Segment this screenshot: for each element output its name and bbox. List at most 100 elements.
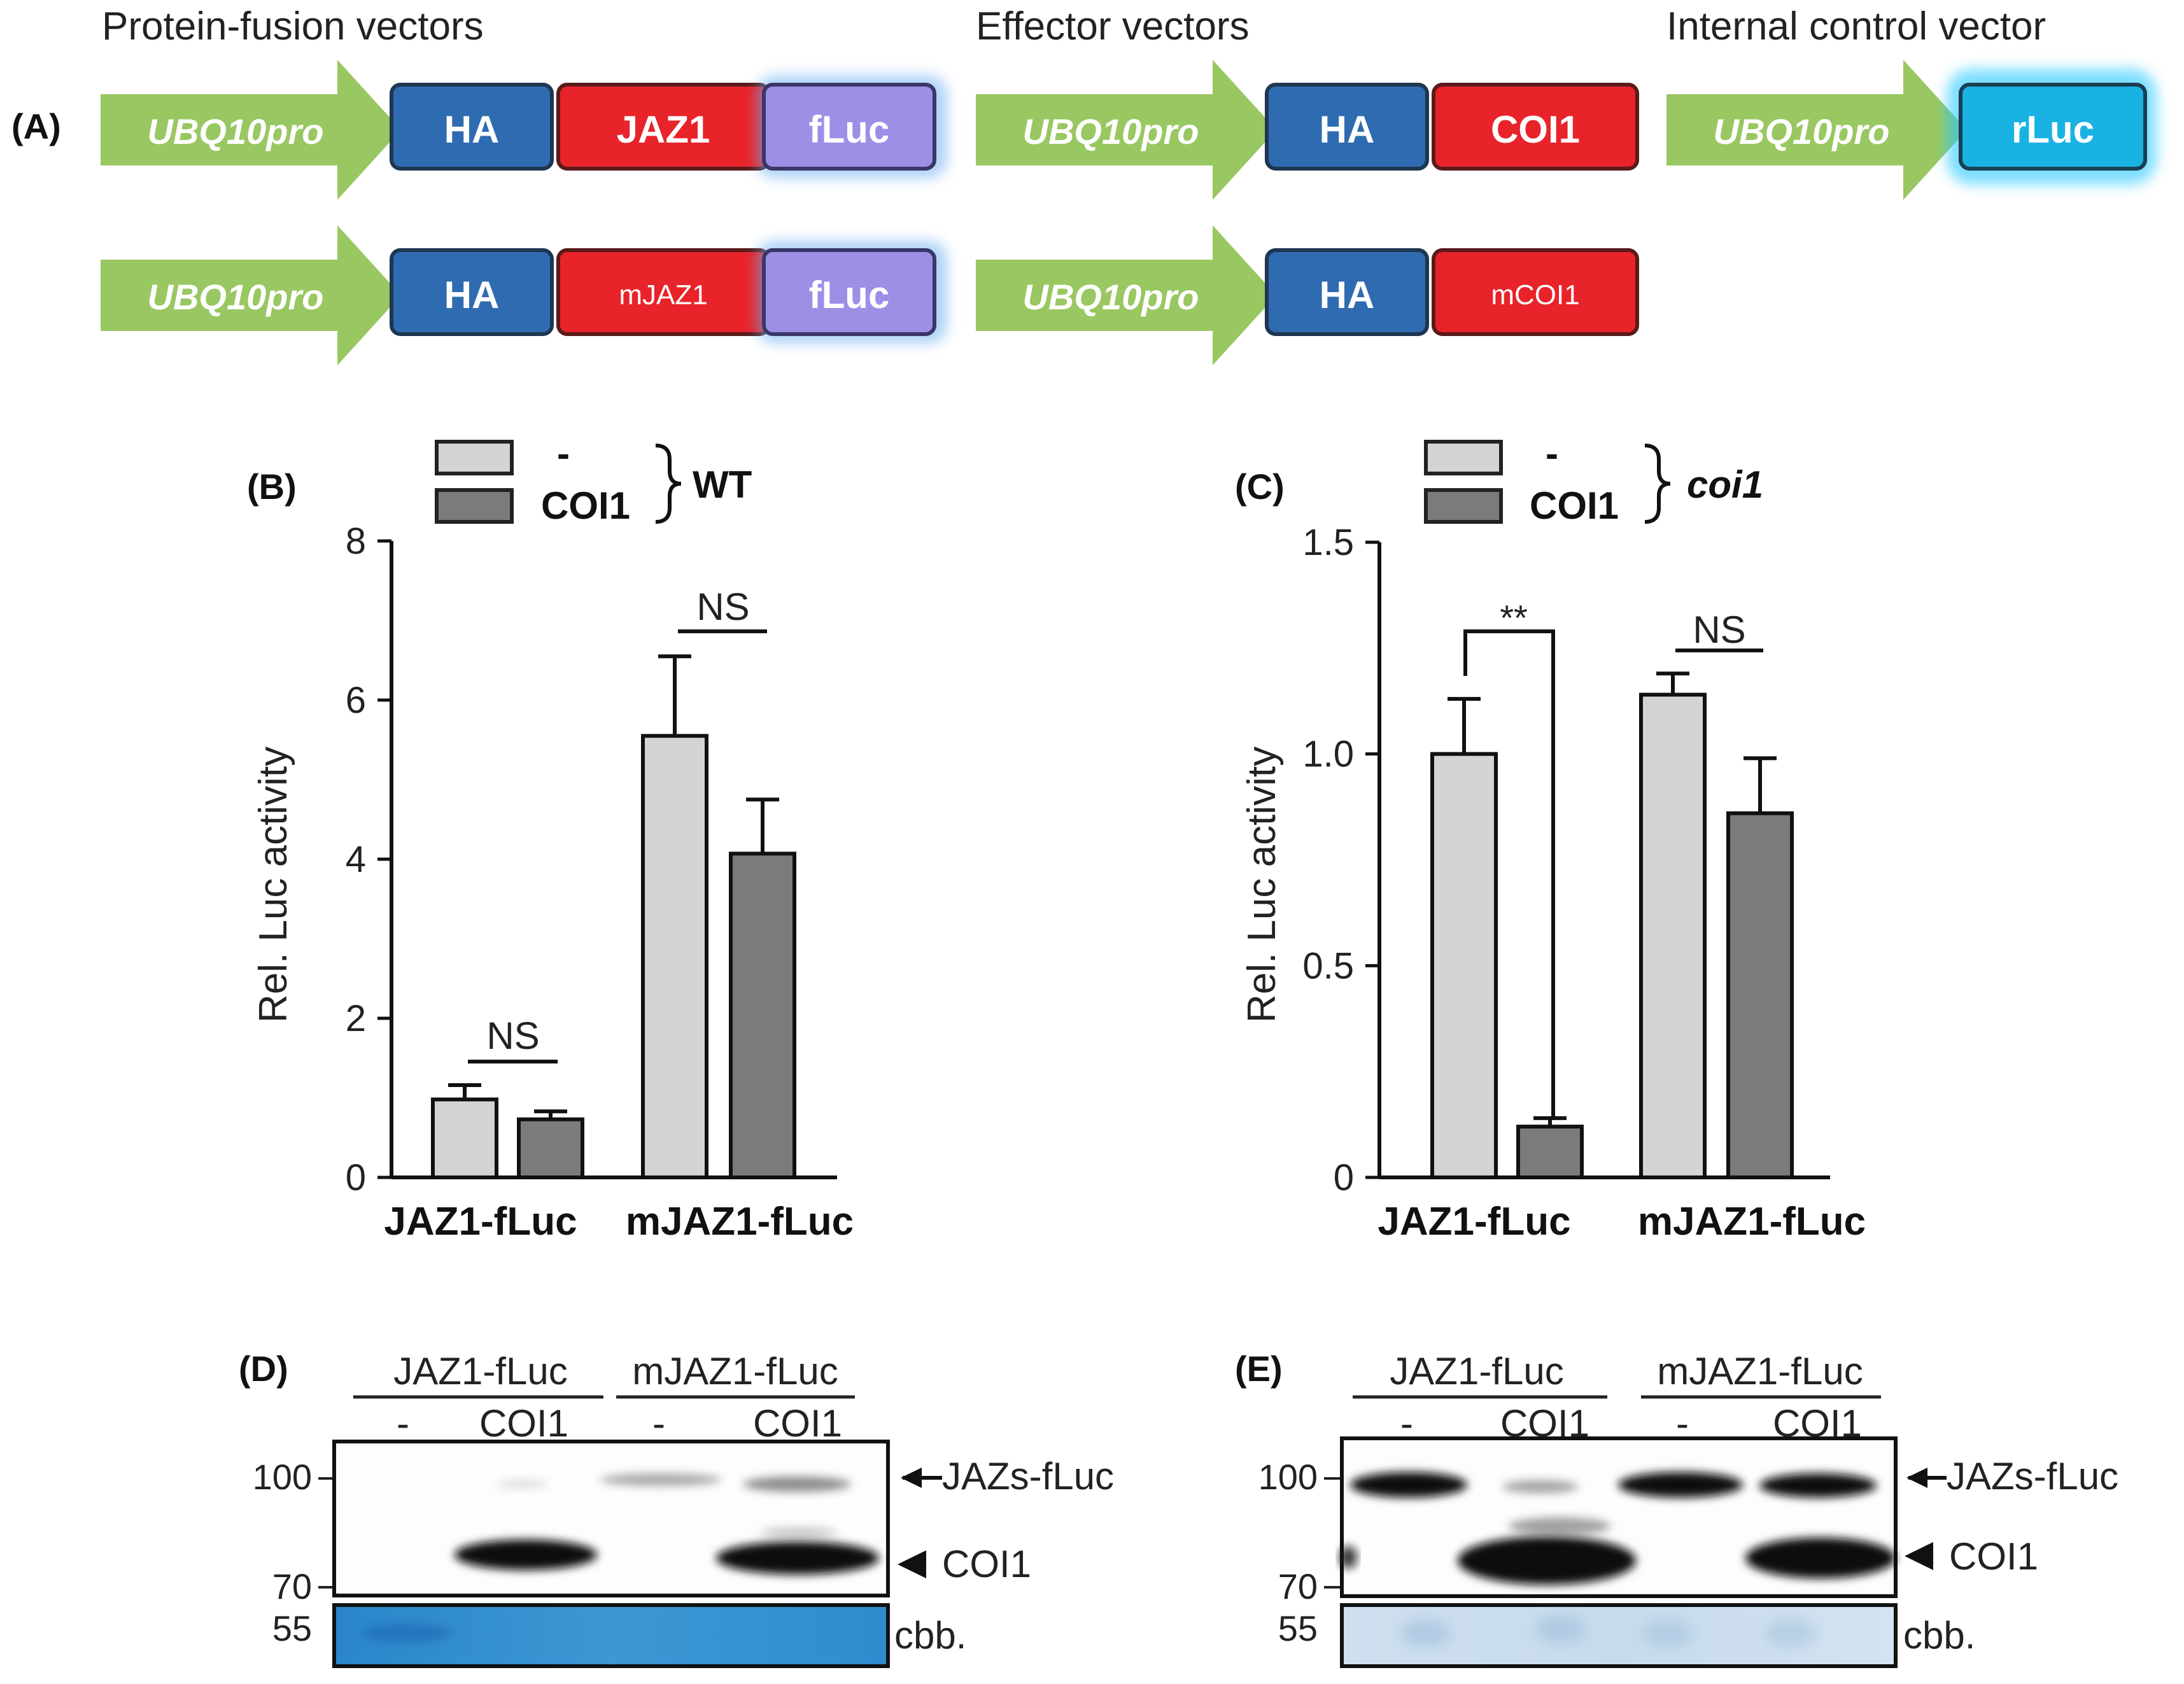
cbb-band bbox=[363, 1624, 452, 1642]
promoter-label: UBQ10pro bbox=[148, 277, 324, 317]
ha-tag-box bbox=[390, 248, 554, 336]
jaz1-gene-label: JAZ1 bbox=[617, 108, 710, 151]
marker-70: 70 bbox=[272, 1566, 312, 1606]
band-coi1-lane2 bbox=[1458, 1536, 1636, 1585]
y-tick-label: 6 bbox=[346, 680, 366, 721]
construct-mcoi1-effector: UBQ10pro HA mCOI1 bbox=[976, 225, 1639, 365]
legend-swatch-minus bbox=[435, 440, 514, 475]
band-coi1-lane2 bbox=[454, 1540, 597, 1570]
group-label-jaz1: JAZ1-fLuc bbox=[1390, 1350, 1563, 1393]
ha-tag-label: HA bbox=[444, 274, 500, 316]
ha-tag-label: HA bbox=[444, 108, 500, 151]
promoter-label: UBQ10pro bbox=[1023, 277, 1199, 317]
fluc-box bbox=[762, 248, 936, 336]
lane-label-minus: - bbox=[652, 1402, 665, 1445]
band-jazs-lane2-faint bbox=[497, 1480, 547, 1488]
promoter-arrow bbox=[976, 225, 1276, 365]
mjaz1-gene-label: mJAZ1 bbox=[619, 279, 707, 311]
panel-c-label: (C) bbox=[1235, 467, 1285, 507]
rluc-label: rLuc bbox=[2011, 108, 2094, 151]
group-label-mjaz1: mJAZ1-fLuc bbox=[632, 1350, 838, 1393]
coi1-triangle bbox=[898, 1550, 926, 1578]
x-tick-label: JAZ1-fLuc bbox=[384, 1200, 577, 1244]
x-tick-label: mJAZ1-fLuc bbox=[1638, 1200, 1866, 1244]
lane-label-coi1: COI1 bbox=[753, 1402, 842, 1445]
promoter-arrow bbox=[976, 60, 1276, 200]
y-tick-label: 8 bbox=[346, 521, 366, 562]
band-coi1-lane4 bbox=[1745, 1538, 1896, 1578]
legend-brace bbox=[1644, 444, 1671, 524]
bar-minus bbox=[1430, 752, 1498, 1179]
cbb-band bbox=[1400, 1619, 1451, 1647]
y-axis-label: Rel. Luc activity bbox=[251, 747, 295, 1023]
heading-control-vector: Internal control vector bbox=[1666, 4, 2046, 48]
fluc-label: fLuc bbox=[809, 108, 890, 151]
bar-minus bbox=[431, 1097, 498, 1179]
construct-mjaz1-fluc: UBQ10pro HA mJAZ1 fLuc bbox=[101, 225, 947, 365]
band-jazs-lane4 bbox=[743, 1477, 851, 1492]
panel-e-label: (E) bbox=[1235, 1349, 1283, 1389]
legend-label-coi1: COI1 bbox=[541, 484, 630, 527]
cbb-label: cbb. bbox=[894, 1614, 966, 1657]
construct-rluc-control: UBQ10pro rLuc bbox=[1666, 60, 2157, 200]
sig-label: ** bbox=[1500, 598, 1528, 638]
y-tick-label: 2 bbox=[346, 998, 366, 1039]
coi1-gene-box bbox=[1432, 83, 1639, 171]
coi1-band-label: COI1 bbox=[942, 1543, 1031, 1585]
legend-swatch-coi1 bbox=[435, 488, 514, 524]
group-label-jaz1: JAZ1-fLuc bbox=[393, 1350, 567, 1393]
y-tick-label: 0.5 bbox=[1302, 945, 1354, 986]
fluc-label: fLuc bbox=[809, 274, 890, 316]
ha-tag-label: HA bbox=[1320, 274, 1375, 316]
lane-label-minus: - bbox=[1400, 1402, 1413, 1445]
jazs-band-label: JAZs-fLuc bbox=[1947, 1455, 2118, 1498]
bar-minus bbox=[641, 734, 708, 1179]
panel-d: (D) JAZ1-fLuc mJAZ1-fLuc - COI1 - COI1 1… bbox=[239, 1349, 1114, 1668]
promoter-arrow bbox=[101, 225, 401, 365]
legend-genotype: WT bbox=[693, 463, 752, 506]
bar-coi1 bbox=[729, 852, 796, 1179]
construct-coi1-effector: UBQ10pro HA COI1 bbox=[976, 60, 1639, 200]
cbb-band bbox=[1535, 1615, 1586, 1643]
y-tick-label: 1.0 bbox=[1302, 734, 1354, 775]
bar-coi1 bbox=[1726, 811, 1794, 1179]
heading-fusion-vectors: Protein-fusion vectors bbox=[102, 4, 484, 48]
cbb-band bbox=[1642, 1619, 1693, 1647]
panel-e: (E) JAZ1-fLuc mJAZ1-fLuc - COI1 - COI1 1… bbox=[1235, 1349, 2118, 1668]
marker-55: 55 bbox=[1278, 1608, 1318, 1648]
legend-brace bbox=[655, 444, 682, 524]
jazs-band-label: JAZs-fLuc bbox=[942, 1455, 1114, 1498]
marker-55: 55 bbox=[272, 1608, 312, 1648]
coi1-triangle bbox=[1905, 1542, 1933, 1570]
y-tick-label: 4 bbox=[346, 839, 366, 880]
mcoi1-gene-box bbox=[1432, 248, 1639, 336]
mcoi1-gene-label: mCOI1 bbox=[1491, 279, 1579, 311]
bar-minus bbox=[1639, 692, 1707, 1179]
legend-swatch-minus bbox=[1424, 440, 1503, 475]
promoter-arrow bbox=[1666, 60, 1967, 200]
sig-label: NS bbox=[486, 1014, 539, 1057]
band-jazs-lane4 bbox=[1759, 1473, 1877, 1498]
heading-effector-vectors: Effector vectors bbox=[976, 4, 1250, 48]
coi1-band-label: COI1 bbox=[1949, 1535, 2038, 1578]
panel-b-label: (B) bbox=[247, 467, 297, 507]
y-axis-label: Rel. Luc activity bbox=[1240, 747, 1284, 1023]
legend-label-minus: - bbox=[557, 432, 570, 475]
legend-genotype: coi1 bbox=[1687, 463, 1763, 506]
legend-swatch-coi1 bbox=[1424, 488, 1503, 524]
band-edge bbox=[1339, 1546, 1357, 1569]
sig-bracket bbox=[1463, 629, 1555, 1120]
promoter-arrow bbox=[101, 60, 401, 200]
marker-100: 100 bbox=[1258, 1457, 1318, 1497]
panel-a: (A) Protein-fusion vectors Effector vect… bbox=[11, 4, 2157, 365]
panel-d-label: (D) bbox=[239, 1349, 288, 1389]
sig-label: NS bbox=[696, 586, 749, 628]
x-tick-label: mJAZ1-fLuc bbox=[626, 1200, 854, 1244]
fluc-box bbox=[762, 83, 936, 171]
panel-a-label: (A) bbox=[11, 106, 61, 146]
ha-tag-box bbox=[1265, 83, 1429, 171]
legend-label-minus: - bbox=[1546, 432, 1558, 475]
construct-jaz1-fluc: UBQ10pro HA JAZ1 fLuc bbox=[101, 60, 947, 200]
lane-label-minus: - bbox=[1676, 1402, 1689, 1445]
